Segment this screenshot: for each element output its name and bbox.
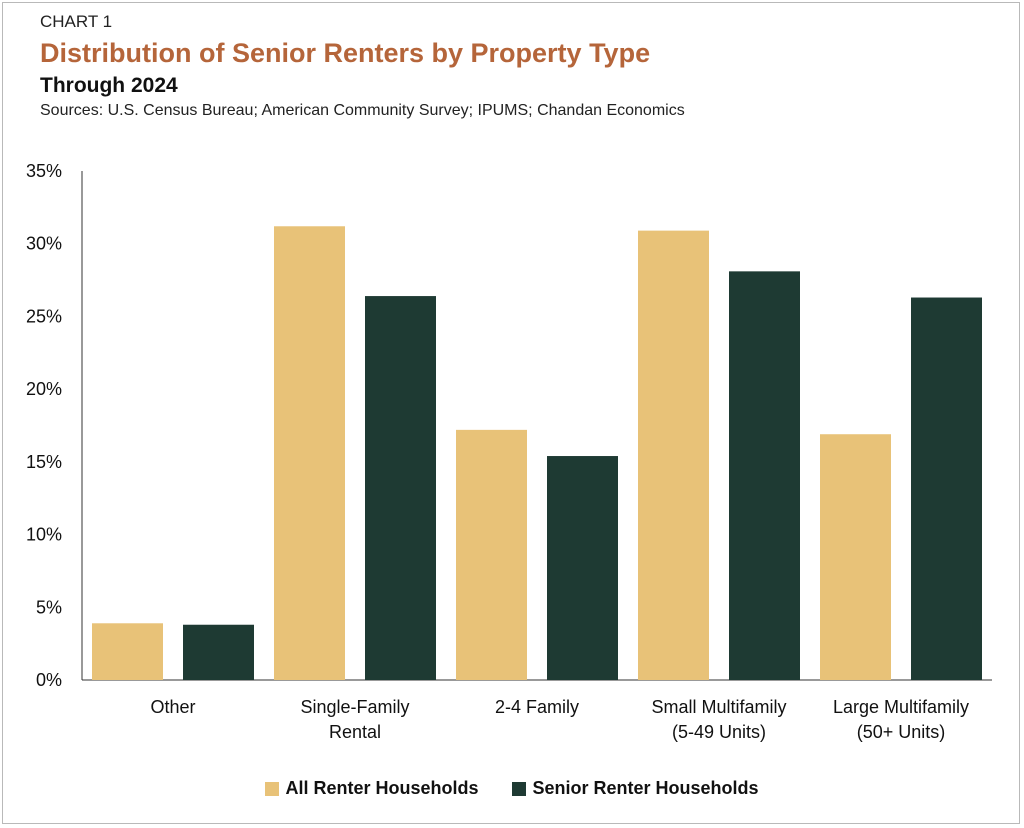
y-tick-label: 15% <box>26 452 62 472</box>
bar-all-renter <box>274 226 345 680</box>
y-tick-label: 25% <box>26 306 62 326</box>
chart-number-label: CHART 1 <box>40 12 113 31</box>
bar-senior-renter <box>547 456 618 680</box>
chart-title: Distribution of Senior Renters by Proper… <box>40 38 651 68</box>
legend-item-all: All Renter Households <box>265 778 478 799</box>
legend-item-senior: Senior Renter Households <box>512 778 759 799</box>
x-tick-label: Other <box>150 697 195 717</box>
y-tick-label: 20% <box>26 379 62 399</box>
bar-senior-renter <box>911 297 982 680</box>
bar-all-renter <box>456 429 527 680</box>
y-tick-label: 5% <box>36 597 62 617</box>
x-tick-label: Rental <box>329 722 381 742</box>
x-tick-label: Large Multifamily <box>833 697 969 717</box>
bar-senior-renter <box>729 271 800 680</box>
legend-swatch-all <box>265 781 280 796</box>
legend-label-all: All Renter Households <box>285 778 479 798</box>
chart-source: Sources: U.S. Census Bureau; American Co… <box>40 102 685 119</box>
bar-senior-renter <box>183 624 254 680</box>
bar-senior-renter <box>365 296 436 680</box>
x-tick-label: (50+ Units) <box>857 722 946 742</box>
x-tick-label: Single-Family <box>300 697 409 717</box>
x-tick-label: 2-4 Family <box>495 697 579 717</box>
chart-subtitle: Through 2024 <box>40 74 178 97</box>
x-tick-label: (5-49 Units) <box>672 722 766 742</box>
legend: All Renter Households Senior Renter Hous… <box>0 778 1024 799</box>
bar-all-renter <box>638 230 709 680</box>
y-tick-label: 0% <box>36 670 62 690</box>
x-tick-label: Small Multifamily <box>651 697 786 717</box>
legend-label-senior: Senior Renter Households <box>532 778 759 798</box>
y-tick-label: 30% <box>26 234 62 254</box>
legend-swatch-senior <box>512 781 527 796</box>
bar-all-renter <box>820 434 891 680</box>
y-tick-label: 10% <box>26 525 62 545</box>
bar-all-renter <box>92 623 163 680</box>
y-tick-label: 35% <box>26 161 62 181</box>
